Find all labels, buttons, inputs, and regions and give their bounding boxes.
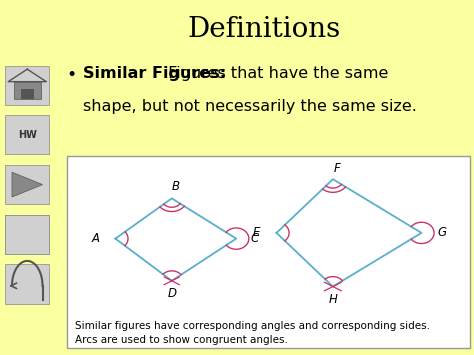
FancyBboxPatch shape [67,156,470,348]
Text: HW: HW [18,130,36,140]
FancyBboxPatch shape [6,264,49,304]
Text: F: F [334,162,340,175]
Text: Similar figures have corresponding angles and corresponding sides.: Similar figures have corresponding angle… [75,321,430,331]
FancyBboxPatch shape [14,82,41,99]
Text: B: B [172,180,180,193]
FancyBboxPatch shape [6,215,49,254]
FancyBboxPatch shape [6,66,49,105]
Text: H: H [328,293,337,306]
FancyBboxPatch shape [6,115,49,154]
FancyBboxPatch shape [6,165,49,204]
Polygon shape [12,222,43,247]
Text: Arcs are used to show congruent angles.: Arcs are used to show congruent angles. [75,335,288,345]
Text: E: E [253,226,260,239]
Text: C: C [250,232,258,245]
Text: Similar Figures:: Similar Figures: [83,66,226,81]
Text: •: • [67,66,83,84]
Text: G: G [437,226,446,239]
Text: A: A [91,232,99,245]
Polygon shape [12,172,43,197]
Text: D: D [167,287,176,300]
Text: shape, but not necessarily the same size.: shape, but not necessarily the same size… [83,99,417,114]
Text: Figures that have the same: Figures that have the same [163,66,388,81]
Text: Definitions: Definitions [188,16,341,43]
FancyBboxPatch shape [21,89,34,99]
FancyBboxPatch shape [6,215,49,254]
